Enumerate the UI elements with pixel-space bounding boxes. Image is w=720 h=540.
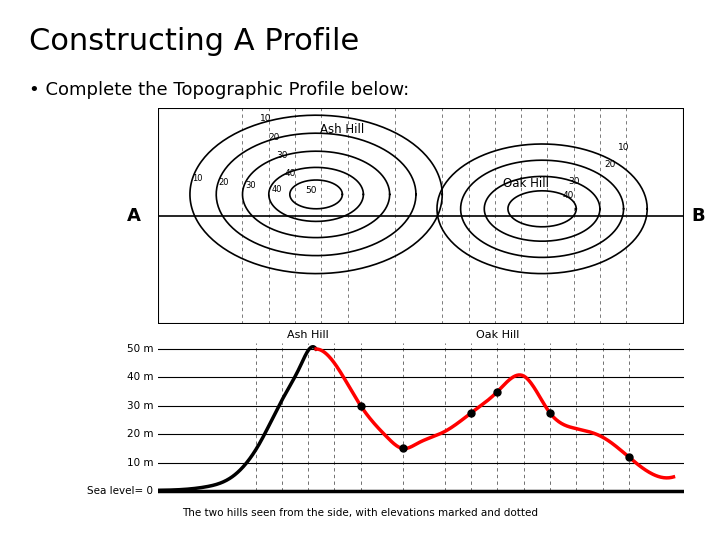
Text: 10: 10: [192, 174, 203, 183]
Text: 50 m: 50 m: [127, 344, 153, 354]
Text: Constructing A Profile: Constructing A Profile: [29, 27, 359, 56]
Text: 10: 10: [261, 113, 272, 123]
Text: 20 m: 20 m: [127, 429, 153, 439]
Text: 20: 20: [605, 160, 616, 170]
Text: 40: 40: [284, 170, 295, 178]
Text: 20: 20: [219, 178, 230, 187]
Text: 50: 50: [305, 186, 317, 194]
Text: 40: 40: [271, 185, 282, 193]
Text: 30: 30: [276, 151, 288, 160]
Text: 30 m: 30 m: [127, 401, 153, 411]
Text: 10: 10: [618, 144, 629, 152]
FancyBboxPatch shape: [158, 108, 684, 324]
Point: [465, 409, 477, 417]
Text: 30: 30: [568, 177, 580, 186]
Text: 40 m: 40 m: [127, 373, 153, 382]
Text: The two hills seen from the side, with elevations marked and dotted: The two hills seen from the side, with e…: [182, 508, 538, 518]
Point: [544, 409, 556, 417]
Text: Sea level= 0: Sea level= 0: [87, 486, 153, 496]
Text: 30: 30: [245, 181, 256, 190]
Point: [355, 402, 366, 410]
Text: A: A: [127, 207, 140, 225]
Text: Ash Hill: Ash Hill: [320, 123, 364, 136]
Text: B: B: [691, 207, 705, 225]
Text: • Complete the Topographic Profile below:: • Complete the Topographic Profile below…: [29, 81, 409, 99]
Text: Oak Hill: Oak Hill: [503, 177, 549, 190]
Point: [492, 387, 503, 396]
Point: [623, 453, 634, 461]
Text: 20: 20: [269, 133, 279, 143]
Text: 10 m: 10 m: [127, 458, 153, 468]
Text: Oak Hill: Oak Hill: [476, 330, 519, 341]
Text: 40: 40: [563, 191, 574, 200]
Text: Ash Hill: Ash Hill: [287, 330, 329, 341]
Point: [397, 444, 408, 453]
